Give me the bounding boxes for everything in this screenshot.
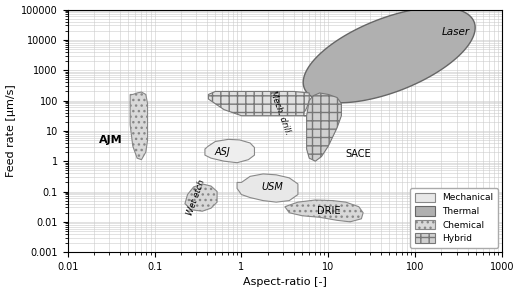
X-axis label: Aspect-ratio [-]: Aspect-ratio [-] bbox=[243, 277, 327, 287]
Polygon shape bbox=[237, 174, 298, 202]
Text: Mech. drill.: Mech. drill. bbox=[268, 89, 293, 136]
Polygon shape bbox=[130, 92, 148, 160]
Text: USM: USM bbox=[261, 182, 283, 192]
Text: ASJ: ASJ bbox=[214, 147, 230, 157]
Text: AJM: AJM bbox=[99, 135, 123, 145]
Text: DRIE: DRIE bbox=[317, 206, 340, 216]
Polygon shape bbox=[209, 91, 309, 116]
Polygon shape bbox=[285, 200, 363, 222]
Text: SACE: SACE bbox=[346, 149, 371, 159]
Polygon shape bbox=[303, 7, 475, 103]
Polygon shape bbox=[205, 139, 254, 163]
Polygon shape bbox=[307, 93, 342, 161]
Text: Wet etch: Wet etch bbox=[186, 178, 207, 217]
Legend: Mechanical, Thermal, Chemical, Hybrid: Mechanical, Thermal, Chemical, Hybrid bbox=[410, 188, 498, 248]
Polygon shape bbox=[185, 184, 217, 211]
Text: Laser: Laser bbox=[441, 27, 470, 37]
Y-axis label: Feed rate [μm/s]: Feed rate [μm/s] bbox=[6, 84, 16, 177]
